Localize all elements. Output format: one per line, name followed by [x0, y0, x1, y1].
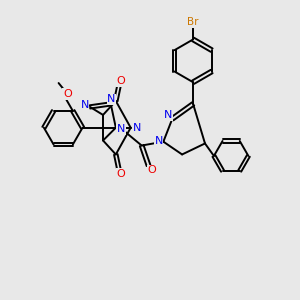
Text: N: N	[154, 136, 163, 146]
Text: N: N	[132, 123, 141, 133]
Text: N: N	[80, 100, 89, 110]
Text: N: N	[164, 110, 172, 120]
Text: O: O	[117, 76, 125, 86]
Text: N: N	[107, 94, 116, 104]
Text: O: O	[63, 89, 72, 99]
Text: O: O	[117, 169, 125, 179]
Text: O: O	[148, 165, 157, 175]
Text: N: N	[117, 124, 125, 134]
Text: Br: Br	[187, 17, 199, 27]
